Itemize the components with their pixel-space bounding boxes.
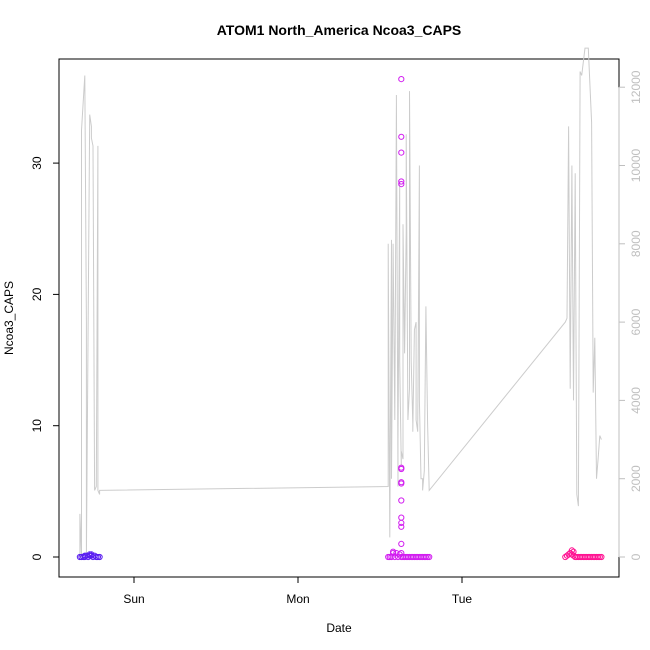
y-tick-label-left: 20 (30, 287, 44, 301)
chart-title: ATOM1 North_America Ncoa3_CAPS (217, 22, 462, 38)
secondary-series-line (79, 47, 602, 558)
data-point (598, 553, 605, 561)
y-tick-label-left: 10 (30, 419, 44, 433)
series-cluster1 (76, 551, 103, 561)
data-point (398, 178, 405, 185)
data-point (595, 553, 602, 561)
y-tick-label-right: 2000 (629, 465, 643, 492)
axes: Sun Mon Tue 0 10 20 30 0 2000 4000 6000 8000 10000 12… (30, 70, 643, 606)
data-point (398, 514, 405, 521)
data-points (76, 76, 605, 561)
series-cluster2 (385, 76, 433, 561)
y-axis-label: Ncoa3_CAPS (2, 281, 16, 355)
data-point (398, 523, 405, 530)
series-cluster3 (562, 547, 605, 561)
data-point (398, 519, 405, 527)
data-point (422, 553, 429, 561)
y-tick-label-right: 10000 (629, 148, 643, 182)
x-tick-label: Sun (123, 592, 144, 606)
y-tick-label-left: 30 (30, 156, 44, 170)
data-point (398, 76, 405, 83)
y-tick-label-right: 8000 (629, 230, 643, 257)
data-point (81, 553, 88, 561)
y-tick-label-left: 0 (30, 553, 44, 560)
data-point (426, 553, 433, 561)
series-line (79, 47, 602, 558)
y-tick-label-right: 0 (629, 553, 643, 560)
data-point (398, 497, 405, 504)
data-point (94, 553, 102, 561)
x-tick-label: Tue (452, 592, 473, 606)
data-point (398, 465, 405, 473)
y-tick-label-right: 12000 (629, 70, 643, 104)
x-axis-label: Date (326, 621, 352, 635)
data-point (398, 181, 405, 188)
y-tick-label-right: 6000 (629, 308, 643, 335)
data-point (391, 553, 398, 561)
data-point (88, 551, 95, 558)
data-point (398, 133, 405, 140)
data-point (570, 548, 577, 555)
plot-frame (58, 58, 620, 578)
data-point (388, 553, 395, 561)
y-tick-label-right: 4000 (629, 387, 643, 414)
data-point (568, 547, 576, 554)
data-point (96, 553, 103, 561)
data-point (390, 550, 397, 557)
data-point (398, 480, 405, 487)
data-point (398, 540, 405, 548)
data-point (398, 550, 405, 557)
data-point (398, 149, 405, 156)
x-tick-label: Mon (286, 592, 309, 606)
